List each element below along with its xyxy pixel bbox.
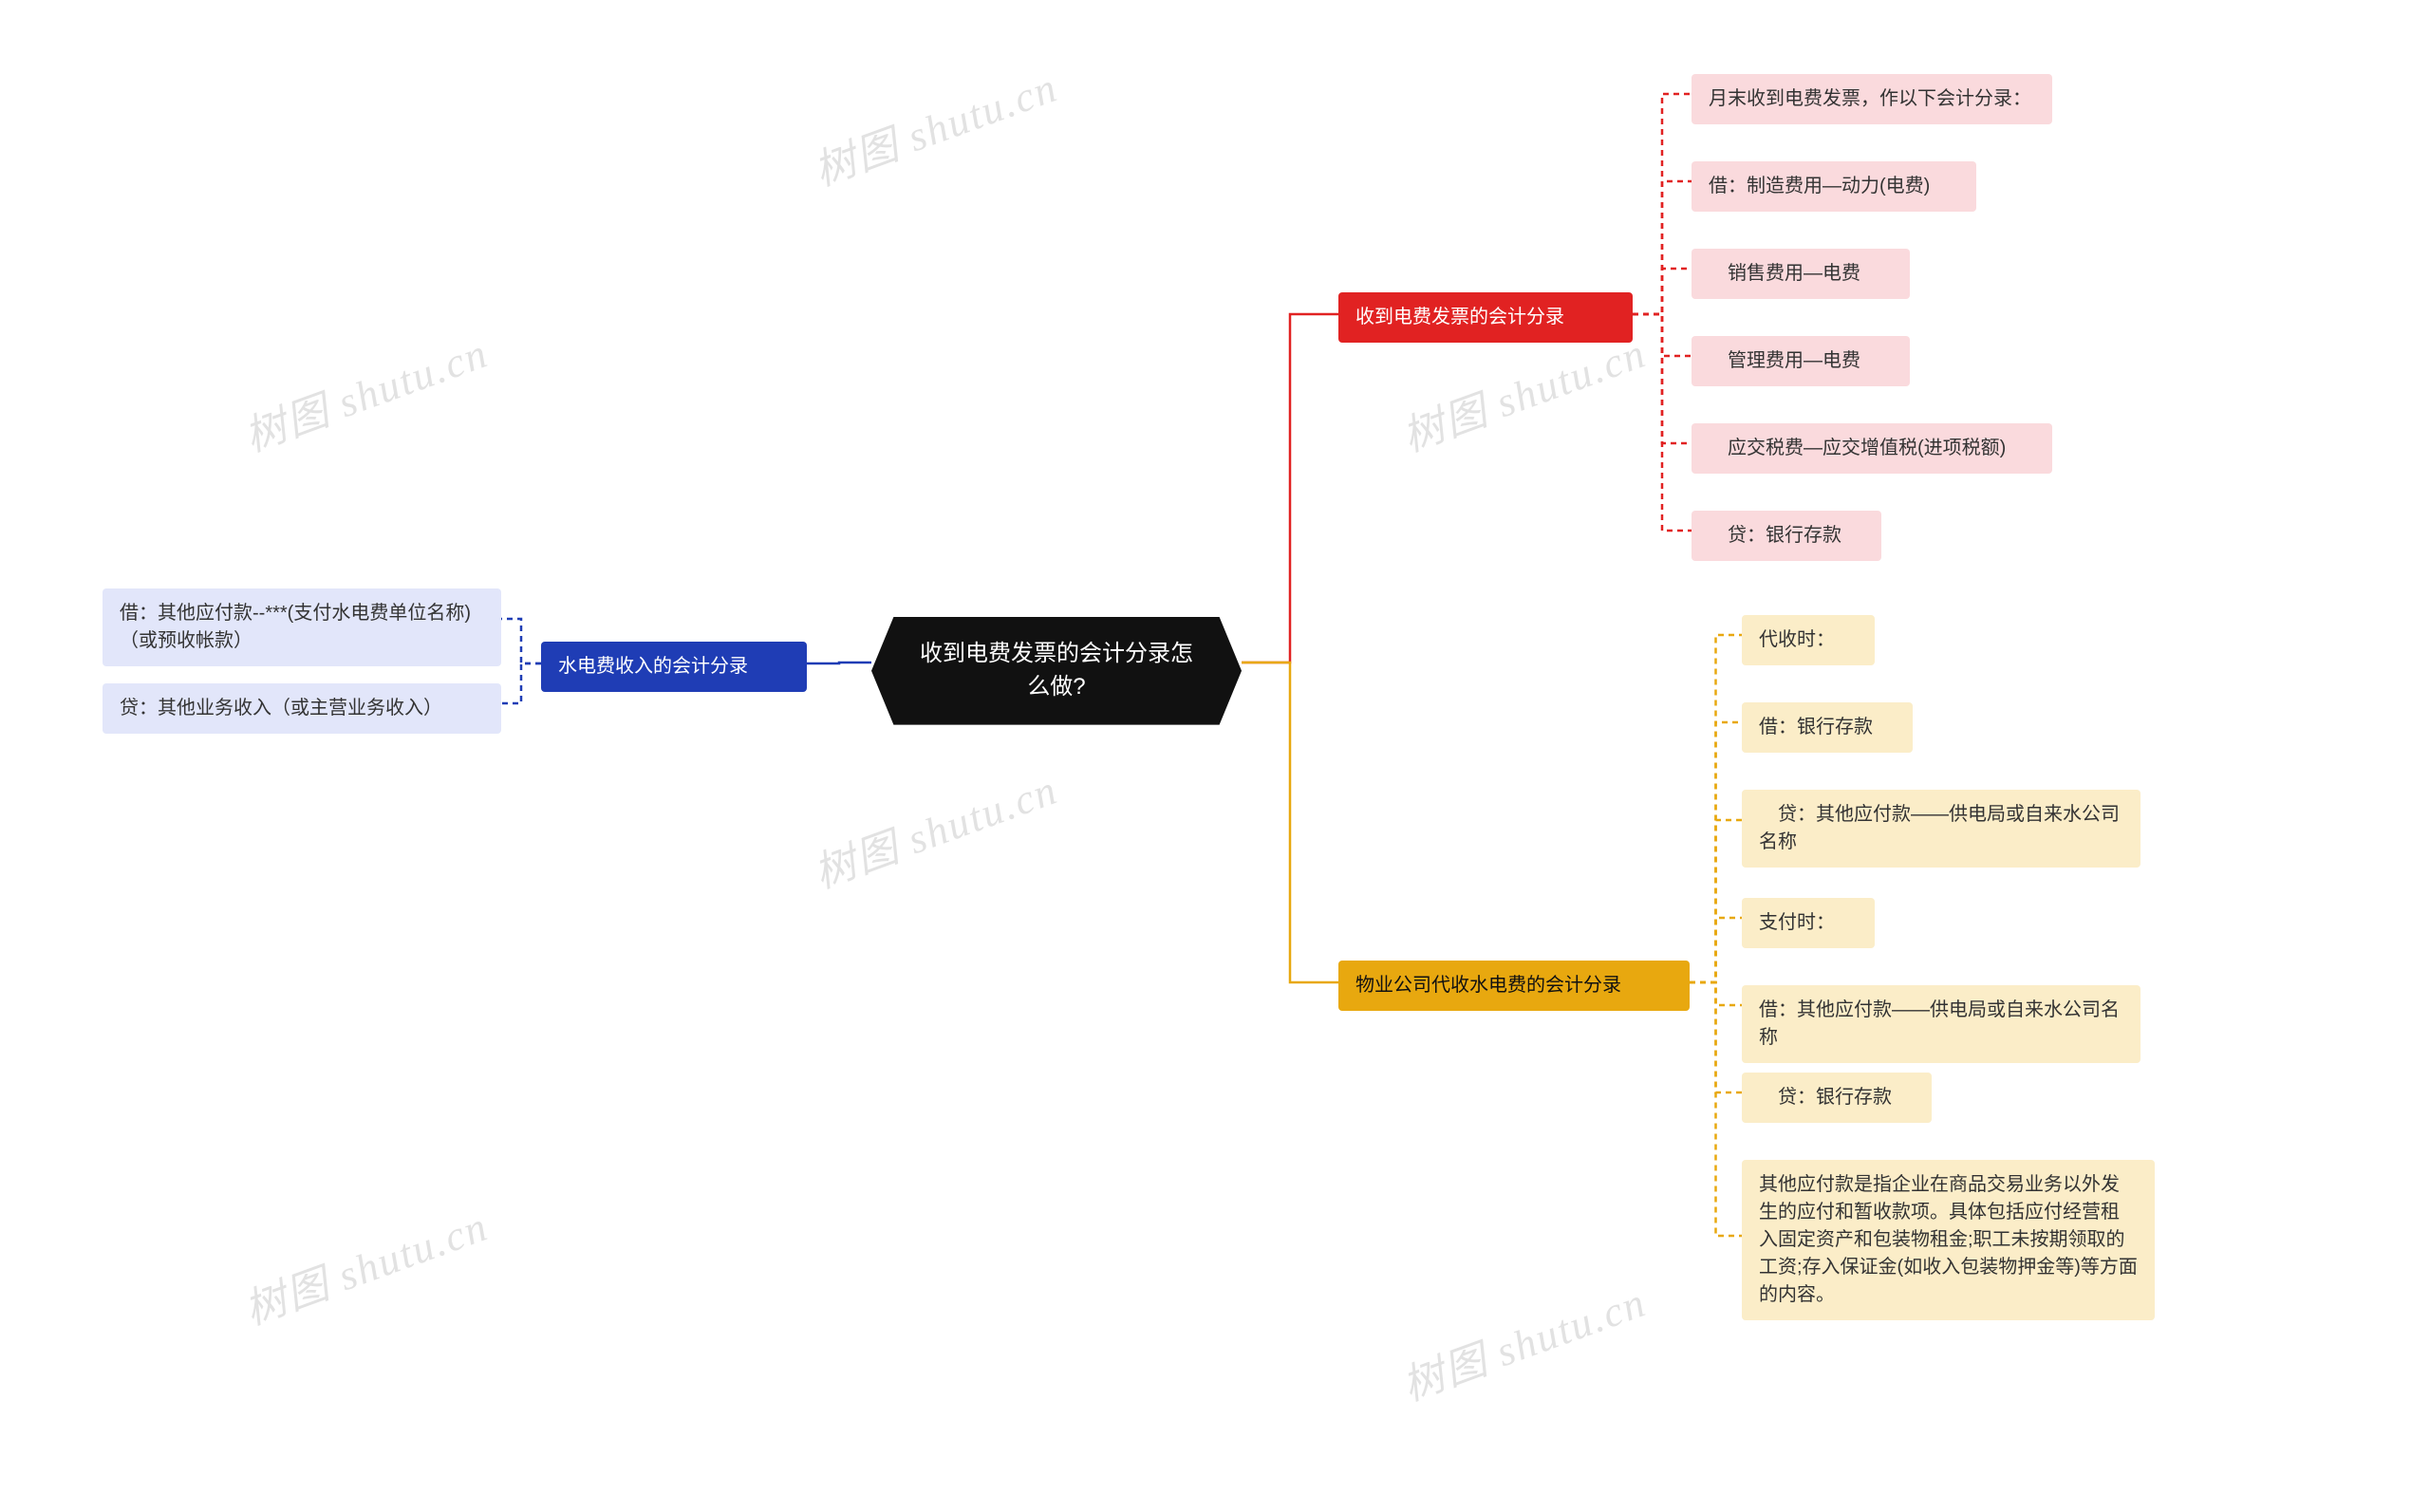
node-label: 代收时：	[1759, 629, 1835, 650]
edge-r2-r2d	[1690, 918, 1742, 982]
node-label: 贷：其他业务收入（或主营业务收入）	[120, 698, 442, 719]
node-label: 月末收到电费发票，作以下会计分录：	[1709, 88, 2031, 109]
mindmap-node-left[interactable]: 水电费收入的会计分录	[541, 642, 807, 692]
watermark: 树图 shutu.cn	[1393, 1268, 1654, 1412]
edge-r2-r2g	[1690, 982, 1742, 1236]
mindmap-node-r2[interactable]: 物业公司代收水电费的会计分录	[1338, 961, 1690, 1011]
node-label: 支付时：	[1759, 912, 1835, 933]
mindmap-node-r2e[interactable]: 借：其他应付款——供电局或自来水公司名称	[1742, 985, 2140, 1063]
node-label: 贷：银行存款	[1709, 525, 1841, 546]
edge-root-r2	[1242, 663, 1338, 982]
node-label: 其他应付款是指企业在商品交易业务以外发生的应付和暂收款项。具体包括应付经营租入固…	[1759, 1174, 2138, 1305]
node-label: 应交税费—应交增值税(进项税额)	[1709, 438, 2006, 458]
watermark: 树图 shutu.cn	[804, 53, 1065, 197]
mindmap-node-root[interactable]: 收到电费发票的会计分录怎么做?	[871, 617, 1242, 725]
mindmap-node-r2b[interactable]: 借：银行存款	[1742, 702, 1913, 753]
node-label: 水电费收入的会计分录	[558, 656, 748, 677]
mindmap-node-r1c[interactable]: 销售费用—电费	[1692, 249, 1910, 299]
edge-r1-r1f	[1633, 314, 1692, 531]
edge-r2-r2e	[1690, 982, 1742, 1005]
edge-left-l1	[501, 619, 541, 663]
mindmap-node-r1a[interactable]: 月末收到电费发票，作以下会计分录：	[1692, 74, 2052, 124]
edge-r1-r1c	[1633, 269, 1692, 314]
node-label: 管理费用—电费	[1709, 350, 1860, 371]
node-label: 贷：银行存款	[1759, 1087, 1892, 1108]
node-label: 收到电费发票的会计分录	[1355, 307, 1564, 327]
mindmap-node-r1e[interactable]: 应交税费—应交增值税(进项税额)	[1692, 423, 2052, 474]
node-label: 借：其他应付款——供电局或自来水公司名称	[1759, 999, 2120, 1048]
edge-r1-r1a	[1633, 94, 1692, 314]
edge-root-r1	[1242, 314, 1338, 663]
node-label: 销售费用—电费	[1709, 263, 1860, 284]
edge-r1-r1d	[1633, 314, 1692, 356]
mindmap-node-r1[interactable]: 收到电费发票的会计分录	[1338, 292, 1633, 343]
node-label: 借：银行存款	[1759, 717, 1873, 737]
edge-r2-r2b	[1690, 722, 1742, 982]
watermark: 树图 shutu.cn	[234, 319, 495, 463]
edge-left-l2	[501, 663, 541, 703]
mindmap-node-l2[interactable]: 贷：其他业务收入（或主营业务收入）	[103, 683, 501, 734]
mindmap-node-r2c[interactable]: 贷：其他应付款——供电局或自来水公司名称	[1742, 790, 2140, 868]
edge-r1-r1e	[1633, 314, 1692, 443]
mindmap-node-r1d[interactable]: 管理费用—电费	[1692, 336, 1910, 386]
mindmap-canvas: 树图 shutu.cn 树图 shutu.cn 树图 shutu.cn 树图 shut…	[0, 0, 2430, 1512]
mindmap-node-r1b[interactable]: 借：制造费用—动力(电费)	[1692, 161, 1976, 212]
node-label: 收到电费发票的会计分录怎么做?	[920, 641, 1193, 700]
edge-r2-r2f	[1690, 982, 1742, 1092]
mindmap-node-r2d[interactable]: 支付时：	[1742, 898, 1875, 948]
node-label: 物业公司代收水电费的会计分录	[1355, 975, 1621, 996]
edge-r2-r2c	[1690, 820, 1742, 982]
node-label: 借：制造费用—动力(电费)	[1709, 176, 1930, 196]
edge-r2-r2a	[1690, 635, 1742, 982]
mindmap-node-r2g[interactable]: 其他应付款是指企业在商品交易业务以外发生的应付和暂收款项。具体包括应付经营租入固…	[1742, 1160, 2155, 1320]
node-label: 借：其他应付款--***(支付水电费单位名称)（或预收帐款）	[120, 603, 471, 651]
edge-r1-r1b	[1633, 181, 1692, 314]
watermark: 树图 shutu.cn	[804, 756, 1065, 900]
node-label: 贷：其他应付款——供电局或自来水公司名称	[1759, 804, 2120, 852]
mindmap-node-r2a[interactable]: 代收时：	[1742, 615, 1875, 665]
mindmap-node-r1f[interactable]: 贷：银行存款	[1692, 511, 1881, 561]
mindmap-node-r2f[interactable]: 贷：银行存款	[1742, 1073, 1932, 1123]
watermark: 树图 shutu.cn	[234, 1192, 495, 1336]
mindmap-node-l1[interactable]: 借：其他应付款--***(支付水电费单位名称)（或预收帐款）	[103, 588, 501, 666]
